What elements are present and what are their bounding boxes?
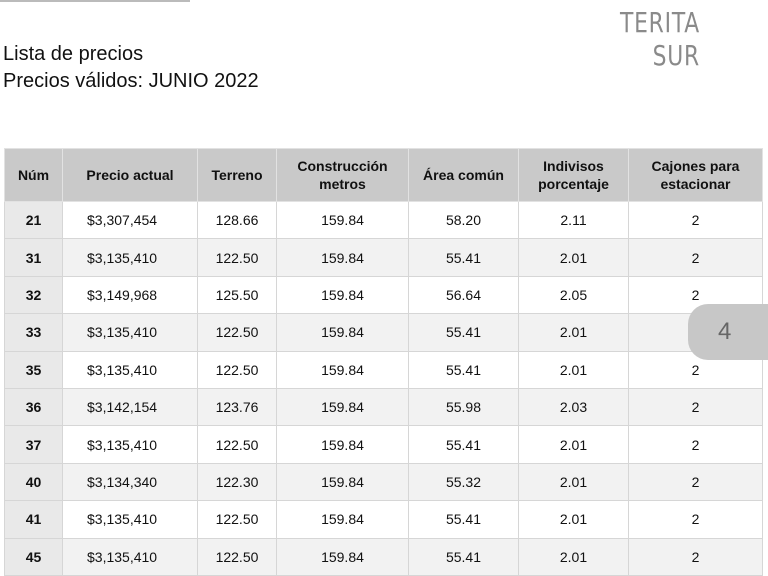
table-row: 35 $3,135,410 122.50 159.84 55.41 2.01 2	[4, 350, 763, 389]
table-row: 37 $3,135,410 122.50 159.84 55.41 2.01 2	[4, 425, 763, 464]
table-cell: 21	[4, 200, 63, 240]
table-cell: 159.84	[276, 200, 409, 240]
table-cell: 2	[628, 387, 763, 427]
table-cell: 2	[628, 425, 763, 464]
table-cell: $3,135,410	[62, 313, 198, 352]
table-cell: 122.50	[197, 313, 277, 352]
table-row: 40 $3,134,340 122.30 159.84 55.32 2.01 2	[4, 462, 763, 502]
table-cell: 2.11	[518, 200, 629, 240]
table-cell: 159.84	[276, 313, 409, 352]
header-cell: Área común	[408, 148, 519, 202]
table-cell: 2	[628, 238, 763, 277]
table-cell: 40	[4, 462, 63, 502]
table-cell: $3,142,154	[62, 387, 198, 427]
table-cell: 35	[4, 350, 63, 389]
table-cell: 2.01	[518, 537, 629, 576]
table-cell: 2	[628, 537, 763, 576]
table-cell: 125.50	[197, 275, 277, 315]
table-cell: 58.20	[408, 200, 519, 240]
table-cell: 32	[4, 275, 63, 315]
table-cell: 2	[628, 462, 763, 502]
table-row: 32 $3,149,968 125.50 159.84 56.64 2.05 2	[4, 275, 763, 315]
header-cell: Indivisos porcentaje	[518, 148, 629, 202]
table-cell: 159.84	[276, 462, 409, 502]
table-cell: 2.01	[518, 462, 629, 502]
table-row: 45 $3,135,410 122.50 159.84 55.41 2.01 2	[4, 537, 763, 576]
table-cell: $3,135,410	[62, 500, 198, 539]
table-cell: 122.50	[197, 500, 277, 539]
table-cell: 55.41	[408, 350, 519, 389]
table-cell: 122.50	[197, 537, 277, 576]
table-cell: 122.50	[197, 350, 277, 389]
header-cell: Núm	[4, 148, 63, 202]
table-cell: 159.84	[276, 238, 409, 277]
table-cell: 159.84	[276, 500, 409, 539]
title: Lista de precios	[3, 43, 144, 65]
table-cell: 56.64	[408, 275, 519, 315]
table-cell: 2.01	[518, 500, 629, 539]
table-cell: 55.41	[408, 500, 519, 539]
table-cell: 2.01	[518, 238, 629, 277]
table-cell: 122.50	[197, 238, 277, 277]
table-cell: 31	[4, 238, 63, 277]
table-cell: 37	[4, 425, 63, 464]
table-cell: 45	[4, 537, 63, 576]
table-cell: 55.41	[408, 425, 519, 464]
table-cell: 159.84	[276, 537, 409, 576]
table-cell: 159.84	[276, 350, 409, 389]
header-cell: Construcción metros	[276, 148, 409, 202]
table-cell: $3,134,340	[62, 462, 198, 502]
brand: TERITA SUR	[619, 6, 700, 72]
table-cell: $3,135,410	[62, 350, 198, 389]
table-cell: 55.32	[408, 462, 519, 502]
table-cell: 159.84	[276, 387, 409, 427]
table-cell: 36	[4, 387, 63, 427]
table-cell: 159.84	[276, 275, 409, 315]
table-cell: $3,135,410	[62, 537, 198, 576]
table-cell: 33	[4, 313, 63, 352]
table-row: 41 $3,135,410 122.50 159.84 55.41 2.01 2	[4, 500, 763, 539]
table-cell: 128.66	[197, 200, 277, 240]
table-cell: 2.01	[518, 425, 629, 464]
page-number: 4	[688, 304, 768, 360]
top-rule	[0, 0, 190, 2]
table-cell: 55.41	[408, 238, 519, 277]
subtitle: Precios válidos: JUNIO 2022	[3, 70, 259, 92]
table-cell: 122.30	[197, 462, 277, 502]
table-cell: 55.41	[408, 313, 519, 352]
table-row: 21 $3,307,454 128.66 159.84 58.20 2.11 2	[4, 200, 763, 240]
header-row: Núm Precio actual Terreno Construcción metr…	[4, 148, 763, 202]
table-cell: 55.41	[408, 537, 519, 576]
table-cell: 2	[628, 500, 763, 539]
table-cell: 159.84	[276, 425, 409, 464]
table-cell: 2.05	[518, 275, 629, 315]
table-body: 21 $3,307,454 128.66 159.84 58.20 2.11 2 31 $3,1…	[4, 200, 763, 576]
table-cell: 2	[628, 200, 763, 240]
table-cell: 2.01	[518, 350, 629, 389]
table-row: 31 $3,135,410 122.50 159.84 55.41 2.01 2	[4, 238, 763, 277]
header-cell: Cajones para estacionar	[628, 148, 763, 202]
table-cell: 2.03	[518, 387, 629, 427]
header-cell: Precio actual	[62, 148, 198, 202]
header-cell: Terreno	[197, 148, 277, 202]
table-cell: $3,149,968	[62, 275, 198, 315]
table-cell: 122.50	[197, 425, 277, 464]
table-cell: 55.98	[408, 387, 519, 427]
table-cell: 123.76	[197, 387, 277, 427]
table-cell: 41	[4, 500, 63, 539]
table-cell: $3,307,454	[62, 200, 198, 240]
table-cell: $3,135,410	[62, 425, 198, 464]
price-table: Núm Precio actual Terreno Construcción metr…	[4, 148, 763, 576]
table-cell: $3,135,410	[62, 238, 198, 277]
table-row: 36 $3,142,154 123.76 159.84 55.98 2.03 2	[4, 387, 763, 427]
table-cell: 2.01	[518, 313, 629, 352]
